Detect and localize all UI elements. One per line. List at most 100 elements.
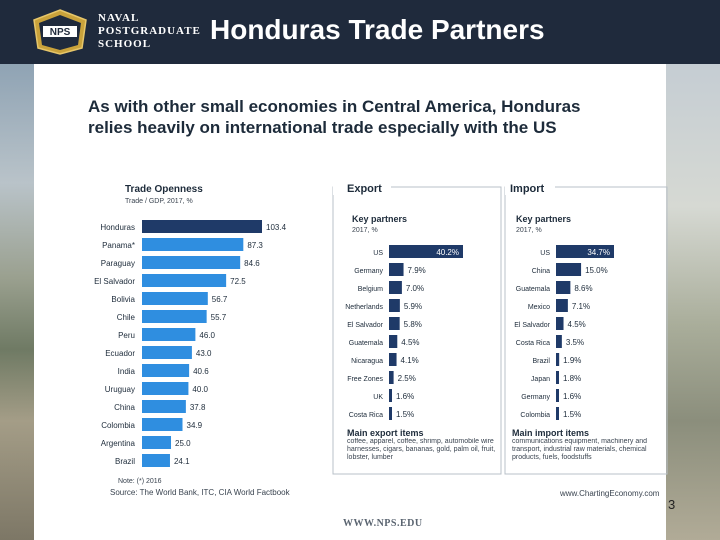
exports-partner-label: Belgium [358,286,383,293]
slide-heading: As with other small economies in Central… [88,97,581,137]
openness-value-label: 34.9 [187,421,203,430]
openness-title: Trade Openness [125,184,203,195]
openness-bar [142,418,183,431]
imports-partner-bar [556,245,614,258]
imports-partner-label: Brazil [532,358,550,365]
imports-partner-bar [556,389,559,402]
slide-header: NPS NAVAL POSTGRADUATE SCHOOL Honduras T… [0,0,720,64]
openness-subtitle: Trade / GDP, 2017, % [125,198,193,205]
openness-category-label: Panama* [102,241,135,250]
school-line: NAVAL [98,12,140,24]
imports-partner-label: Germany [521,394,550,401]
exports-partner-value: 5.9% [404,302,422,311]
exports-partner-value: 1.6% [396,392,414,401]
imports-partner-value: 4.5% [568,320,586,329]
exports-partner-bar [389,263,404,276]
exports-partner-value: 4.1% [401,356,419,365]
openness-bar [142,382,189,395]
openness-category-label: Argentina [101,439,136,448]
openness-category-label: Brazil [115,457,135,466]
school-line: POSTGRADUATE [98,25,201,37]
footer-url[interactable]: WWW.NPS.EDU [343,518,423,529]
openness-category-label: Chile [117,313,136,322]
openness-bar [142,454,170,467]
export-items-text: coffee, apparel, coffee, shrimp, automob… [347,438,496,461]
openness-bar [142,220,262,233]
imports-partner-value: 8.6% [574,284,592,293]
export-partners-title: Key partners [352,214,407,224]
openness-bar [142,238,244,251]
imports-partner-value: 1.9% [563,356,581,365]
exports-partner-bar [389,335,398,348]
openness-value-label: 87.3 [247,241,263,250]
exports-partner-label: Costa Rica [349,412,383,419]
openness-category-label: Ecuador [105,349,135,358]
imports-partner-label: Colombia [520,412,550,419]
imports-partner-label: US [540,250,550,257]
export-partners-subtitle: 2017, % [352,227,378,234]
openness-value-label: 56.7 [212,295,228,304]
imports-partner-bar [556,371,560,384]
openness-category-label: Colombia [101,421,135,430]
nps-logo-icon: NPS [33,9,87,55]
exports-partner-bar [389,245,463,258]
openness-value-label: 40.0 [192,385,208,394]
openness-value-label: 55.7 [211,313,227,322]
openness-value-label: 72.5 [230,277,246,286]
export-panel-title: Export [347,183,382,195]
openness-bar [142,400,186,413]
openness-value-label: 25.0 [175,439,191,448]
imports-partner-label: El Salvador [514,322,550,329]
openness-value-label: 43.0 [196,349,212,358]
exports-partner-label: Free Zones [347,376,383,383]
openness-category-label: Bolivia [111,295,135,304]
imports-partner-value: 1.5% [563,410,581,419]
exports-partner-value: 40.2% [436,248,459,257]
openness-category-label: Uruguay [105,385,135,394]
exports-partner-label: Germany [354,268,383,275]
openness-category-label: China [114,403,135,412]
openness-bar [142,292,208,305]
export-items-title: Main export items [347,428,424,438]
openness-bar [142,328,196,341]
imports-partner-bar [556,263,582,276]
import-panel-title: Import [510,183,545,195]
exports-partner-bar [389,371,394,384]
exports-partner-value: 7.0% [406,284,424,293]
page-number: 3 [668,497,676,512]
import-items-title: Main import items [512,428,589,438]
imports-partner-label: China [532,268,550,275]
openness-value-label: 24.1 [174,457,190,466]
exports-partner-bar [389,389,392,402]
campus-photo-left [0,64,34,540]
exports-partner-value: 5.8% [404,320,422,329]
openness-value-label: 103.4 [266,223,287,232]
openness-bar [142,346,192,359]
openness-bar [142,274,227,287]
exports-partner-label: El Salvador [347,322,383,329]
logo-text: NPS [50,27,71,38]
imports-partner-value: 7.1% [572,302,590,311]
imports-partner-bar [556,407,559,420]
exports-partner-bar [389,317,400,330]
exports-partner-value: 1.5% [396,410,414,419]
school-name: NAVAL POSTGRADUATE SCHOOL [98,12,201,51]
imports-partner-value: 34.7% [587,248,610,257]
exports-partner-value: 7.9% [408,266,426,275]
exports-partner-label: Guatemala [349,340,383,347]
chart-source: Source: The World Bank, ITC, CIA World F… [110,488,291,497]
imports-partner-bar [556,335,562,348]
openness-category-label: Peru [118,331,135,340]
openness-bar [142,256,241,269]
import-panel-frame [504,186,668,475]
imports-partner-bar [556,353,560,366]
import-partners-subtitle: 2017, % [516,227,542,234]
export-panel-frame [332,186,502,475]
openness-value-label: 40.6 [193,367,209,376]
imports-partner-value: 1.6% [563,392,581,401]
openness-category-label: India [118,367,136,376]
exports-partner-label: UK [373,394,383,401]
import-items-text: communications equipment, machinery and … [512,438,648,461]
imports-partner-bar [556,317,564,330]
